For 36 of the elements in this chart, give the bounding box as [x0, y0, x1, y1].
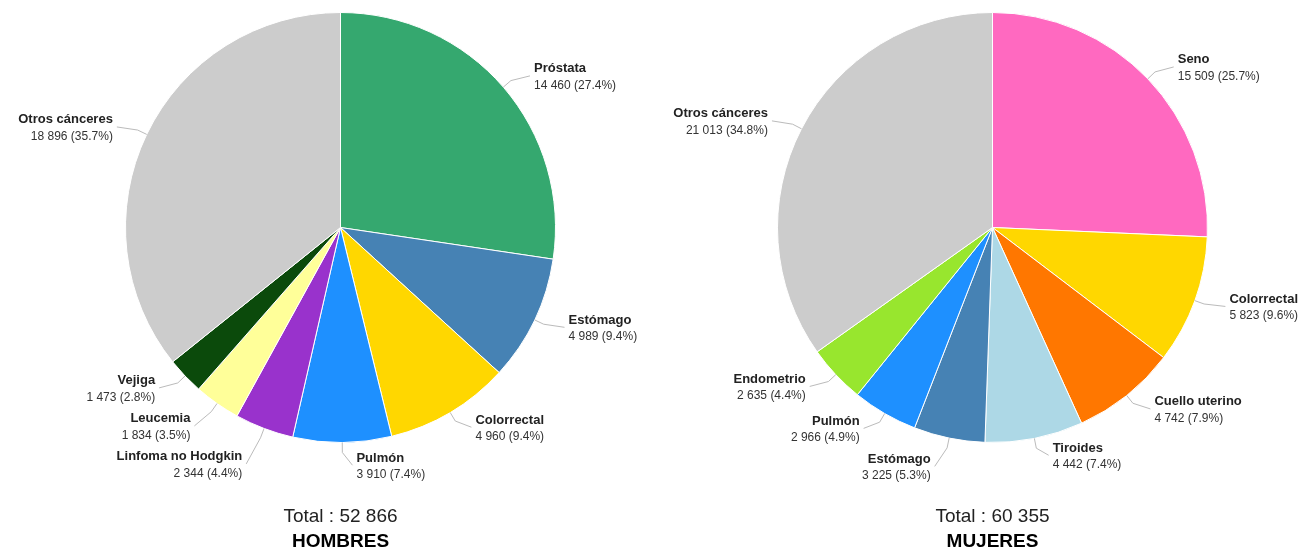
- data-label: 4 989 (9.4%): [568, 329, 638, 344]
- data-label: 4 742 (7.9%): [1154, 410, 1224, 425]
- slice-label: Colorrectal: [475, 411, 545, 427]
- data-label: 3 225 (5.3%): [861, 468, 931, 483]
- data-label: 1 473 (2.8%): [86, 389, 156, 404]
- data-label: 14 460 (27.4%): [534, 77, 617, 92]
- data-label: 18 896 (35.7%): [30, 128, 113, 143]
- slice-label: Pulmón: [356, 449, 405, 465]
- slice-label: Próstata: [534, 60, 587, 76]
- data-label: 2 966 (4.9%): [790, 430, 860, 445]
- slice-label: Seno: [1177, 51, 1210, 67]
- text: HOMBRES: [291, 530, 390, 551]
- text: Total : 60 355: [935, 505, 1050, 526]
- slice-label: Otros cánceres: [673, 105, 768, 121]
- data-label: 5 823 (9.6%): [1229, 308, 1299, 323]
- data-label: 21 013 (34.8%): [685, 122, 768, 137]
- data-label: 2 344 (4.4%): [173, 465, 243, 480]
- slice-label: Estómago: [568, 311, 632, 327]
- slice-label: Otros cánceres: [18, 111, 113, 127]
- slice-label: Endometrio: [733, 370, 806, 386]
- slice-label: Tiroides: [1052, 439, 1103, 455]
- data-label: 2 635 (4.4%): [737, 388, 806, 403]
- slice-label: Cuello uterino: [1154, 393, 1242, 409]
- data-label: 15 509 (25.7%): [1177, 68, 1260, 83]
- data-label: 4 442 (7.4%): [1052, 457, 1122, 472]
- data-label: 1 834 (3.5%): [121, 427, 191, 442]
- slice-label: Vejiga: [117, 372, 156, 388]
- text: Total : 52 866: [283, 505, 398, 526]
- slice-label: Leucemia: [130, 410, 192, 426]
- slice-label: Pulmón: [811, 412, 860, 428]
- data-label: 4 960 (9.4%): [475, 429, 545, 444]
- slice-label: Linfoma no Hodgkin: [116, 448, 243, 464]
- slice-label: Estómago: [867, 450, 931, 466]
- data-label: 3 910 (7.4%): [356, 467, 426, 482]
- slice-label: Colorrectal: [1229, 290, 1299, 306]
- text: MUJERES: [946, 530, 1039, 551]
